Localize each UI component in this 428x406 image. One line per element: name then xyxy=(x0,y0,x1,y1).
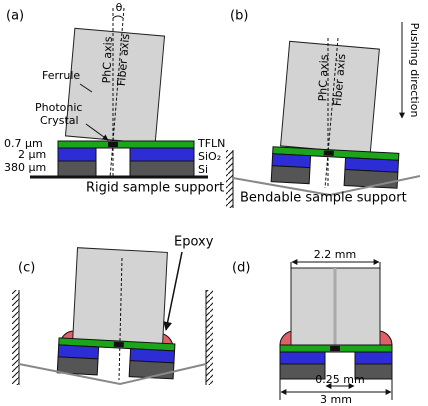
sio2-layer xyxy=(355,352,392,364)
panel-label: (a) xyxy=(6,9,24,24)
dimension-label: 0.25 mm xyxy=(315,373,364,386)
photonic-crystal-label: Photonic xyxy=(35,101,82,114)
panel-b: (b) PhC axis Fiber axis Bendable sample … xyxy=(226,9,421,209)
ferrule xyxy=(73,248,168,348)
dimension-label: 2.2 mm xyxy=(314,248,356,261)
push-label: Pushing direction xyxy=(408,23,421,118)
layer-label: Si xyxy=(198,163,208,176)
phc-axis-label: PhC axis xyxy=(316,54,331,102)
layer-label: TFLN xyxy=(197,137,225,150)
panel-d: (d) 2.2 mm 0.25 mm 3 mm xyxy=(232,248,392,406)
wall xyxy=(206,290,213,385)
wall xyxy=(12,290,19,385)
sio2-layer xyxy=(130,148,194,161)
si-layer xyxy=(130,161,194,176)
figure: (a) θ PhC axis Fiber axis Ferrule Photon… xyxy=(0,0,428,406)
phc-axis-label: PhC axis xyxy=(100,36,115,84)
angle: θ xyxy=(116,1,123,14)
panel-a: (a) θ PhC axis Fiber axis Ferrule Photon… xyxy=(4,1,225,196)
dimension-label: 3 mm xyxy=(320,393,352,406)
support-label: Bendable sample support xyxy=(240,191,407,206)
panel-label: (c) xyxy=(18,261,35,276)
sio2-layer xyxy=(58,148,96,161)
ferrule-label: Ferrule xyxy=(42,69,80,82)
photonic-crystal xyxy=(114,342,124,348)
panel-label: (d) xyxy=(232,261,250,276)
leader xyxy=(166,252,182,330)
angle-arc xyxy=(113,16,123,18)
sio2-layer xyxy=(280,352,325,364)
panel-c: (c) Epoxy xyxy=(12,235,214,386)
support-label: Rigid sample support xyxy=(86,181,224,196)
photonic-crystal-label: Crystal xyxy=(40,114,79,127)
tfln-layer xyxy=(58,141,194,148)
bendable-support xyxy=(19,364,206,384)
photonic-crystal xyxy=(330,346,340,351)
si-layer xyxy=(58,161,96,176)
si-layer xyxy=(271,166,310,184)
thickness-label: 380 µm xyxy=(4,161,46,174)
layer-label: SiO₂ xyxy=(198,150,221,163)
photonic-crystal xyxy=(108,142,118,147)
epoxy-label: Epoxy xyxy=(174,235,214,250)
thickness-label: 2 µm xyxy=(18,148,46,161)
photonic-crystal xyxy=(324,150,334,156)
panel-label: (b) xyxy=(230,9,248,24)
wall xyxy=(226,150,233,208)
